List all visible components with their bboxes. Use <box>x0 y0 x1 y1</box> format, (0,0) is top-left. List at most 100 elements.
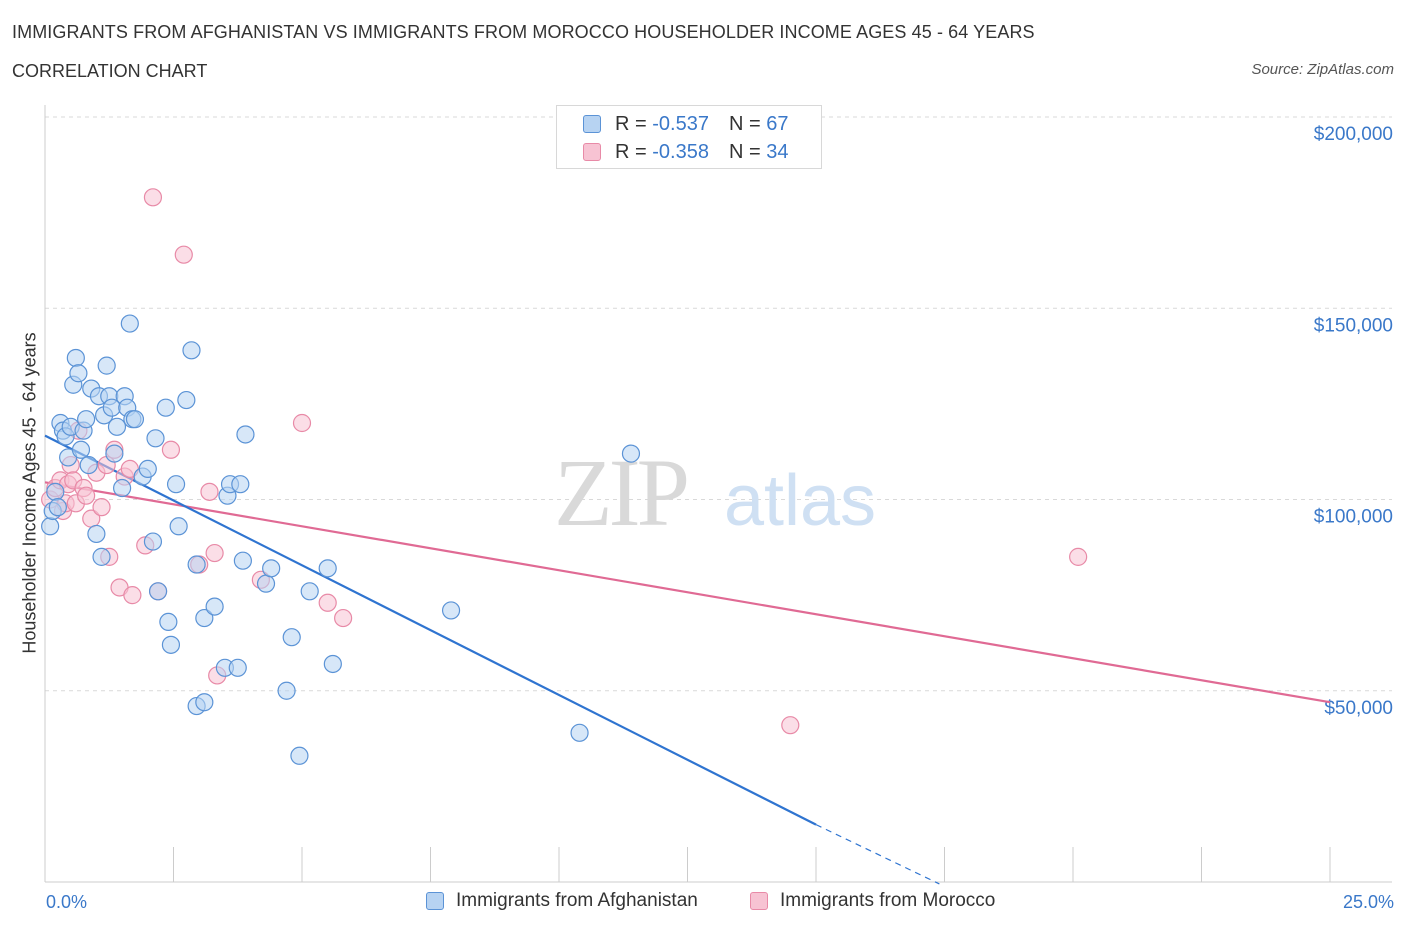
data-point-afghanistan <box>233 551 252 570</box>
data-point-afghanistan <box>570 723 589 742</box>
data-point-afghanistan <box>92 547 111 566</box>
data-point-afghanistan <box>177 390 196 410</box>
data-point-afghanistan <box>105 444 124 463</box>
legend-swatch-morocco <box>583 143 601 161</box>
watermark-zip: ZIP <box>554 439 687 546</box>
trendline-afghanistan-extrapolated <box>815 824 940 885</box>
legend-label-morocco: Immigrants from Morocco <box>780 890 996 911</box>
y-tick-label: $150,000 <box>1314 315 1393 336</box>
axes <box>44 105 1392 883</box>
data-point-morocco <box>143 188 163 207</box>
legend-row-morocco: R = -0.358 N = 34 <box>583 140 788 164</box>
data-point-afghanistan <box>159 612 178 632</box>
legend-swatch-afghanistan <box>426 892 444 910</box>
data-point-morocco <box>292 413 312 433</box>
legend-n-value: 67 <box>766 112 789 135</box>
legend-item-afghanistan[interactable]: Immigrants from Afghanistan <box>426 890 698 912</box>
data-point-afghanistan <box>107 417 127 436</box>
data-point-afghanistan <box>441 601 461 620</box>
data-point-morocco <box>92 498 111 517</box>
series-morocco-points <box>41 188 1088 735</box>
trendline-morocco <box>44 481 1331 704</box>
chart-subtitle: CORRELATION CHART <box>12 61 208 81</box>
data-point-afghanistan <box>621 444 641 463</box>
data-point-afghanistan <box>290 746 309 765</box>
data-point-afghanistan <box>262 559 281 578</box>
data-point-afghanistan <box>148 582 168 601</box>
data-point-morocco <box>318 593 337 612</box>
data-point-afghanistan <box>169 517 188 536</box>
data-point-afghanistan <box>77 410 96 429</box>
y-tick-label: $200,000 <box>1314 124 1393 145</box>
data-point-morocco <box>781 716 800 735</box>
data-point-morocco <box>1069 547 1088 566</box>
y-tick-label: $100,000 <box>1314 507 1393 528</box>
data-point-afghanistan <box>166 475 186 494</box>
legend-r-value: -0.358 <box>652 140 709 163</box>
watermark-atlas: atlas <box>724 461 876 541</box>
data-point-afghanistan <box>138 459 157 478</box>
chart-title: IMMIGRANTS FROM AFGHANISTAN VS IMMIGRANT… <box>12 22 1035 42</box>
legend-r-label: R = <box>615 140 653 163</box>
data-point-afghanistan <box>205 597 224 616</box>
series-legend: Immigrants from Afghanistan Immigrants f… <box>0 890 1406 916</box>
data-point-afghanistan <box>161 635 181 654</box>
data-point-afghanistan <box>195 693 214 712</box>
legend-r-value: -0.537 <box>652 112 709 135</box>
data-point-morocco <box>205 543 224 563</box>
data-point-morocco <box>77 486 96 505</box>
data-point-afghanistan <box>46 482 65 501</box>
data-point-afghanistan <box>143 532 163 551</box>
legend-swatch-morocco <box>750 892 768 910</box>
data-point-afghanistan <box>71 440 91 459</box>
data-point-morocco <box>123 586 142 605</box>
data-point-morocco <box>161 440 181 459</box>
correlation-legend: R = -0.537 N = 67 R = -0.358 N = 34 <box>556 105 822 169</box>
data-point-afghanistan <box>41 517 60 536</box>
legend-n-value: 34 <box>766 140 789 163</box>
data-point-afghanistan <box>300 582 319 601</box>
data-point-afghanistan <box>69 364 88 383</box>
data-point-afghanistan <box>87 524 106 544</box>
y-tick-labels: $50,000 $100,000 $150,000 $200,000 <box>1314 124 1393 719</box>
data-point-afghanistan <box>97 356 116 375</box>
legend-row-afghanistan: R = -0.537 N = 67 <box>583 112 788 136</box>
trendline-afghanistan <box>44 434 817 826</box>
source-credit: Source: ZipAtlas.com <box>1251 61 1394 78</box>
watermark: ZIP atlas <box>554 439 876 546</box>
data-point-afghanistan <box>48 498 67 517</box>
data-point-afghanistan <box>228 658 247 677</box>
data-point-afghanistan <box>79 455 98 475</box>
data-point-afghanistan <box>156 398 175 417</box>
data-point-afghanistan <box>277 681 296 700</box>
data-point-afghanistan <box>323 654 342 674</box>
data-point-afghanistan <box>187 555 206 574</box>
grid-lines <box>45 116 1392 692</box>
data-point-afghanistan <box>182 341 201 360</box>
data-point-afghanistan <box>120 314 139 333</box>
data-point-afghanistan <box>146 429 165 448</box>
legend-label-afghanistan: Immigrants from Afghanistan <box>456 890 698 911</box>
y-axis-label: Householder Income Ages 45 - 64 years <box>19 332 40 654</box>
data-point-afghanistan <box>231 475 250 494</box>
data-point-afghanistan <box>256 574 276 593</box>
data-point-morocco <box>334 608 353 628</box>
series-afghanistan-points <box>41 314 641 765</box>
legend-item-morocco[interactable]: Immigrants from Morocco <box>750 890 995 912</box>
legend-swatch-afghanistan <box>583 115 601 133</box>
x-tick-label-max: 25.0% <box>1342 892 1394 912</box>
data-point-afghanistan <box>318 559 337 578</box>
trend-lines <box>44 434 1331 885</box>
y-tick-label: $50,000 <box>1324 698 1393 719</box>
data-point-afghanistan <box>66 348 85 368</box>
data-point-afghanistan <box>125 410 145 429</box>
legend-n-label: N = <box>728 140 767 163</box>
legend-r-label: R = <box>615 112 653 135</box>
data-point-afghanistan <box>236 425 255 444</box>
legend-n-label: N = <box>728 112 767 135</box>
data-point-afghanistan <box>195 608 214 628</box>
data-point-morocco <box>174 245 193 264</box>
data-point-afghanistan <box>112 478 132 498</box>
data-point-morocco <box>200 482 219 501</box>
